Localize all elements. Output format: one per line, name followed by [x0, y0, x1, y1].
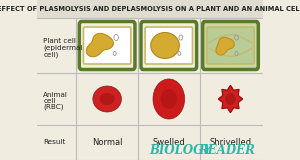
Ellipse shape — [93, 86, 122, 112]
Text: (RBC): (RBC) — [43, 104, 64, 110]
Ellipse shape — [151, 32, 179, 59]
Text: BIOLOGY: BIOLOGY — [149, 144, 211, 156]
FancyBboxPatch shape — [141, 21, 196, 69]
Ellipse shape — [153, 79, 184, 119]
Ellipse shape — [225, 93, 236, 105]
FancyBboxPatch shape — [83, 27, 131, 64]
Text: EFFECT OF PLASMOLYSIS AND DEPLASMOLYSIS ON A PLANT AND AN ANIMAL CELL: EFFECT OF PLASMOLYSIS AND DEPLASMOLYSIS … — [0, 6, 300, 12]
Text: Plant cell: Plant cell — [43, 37, 76, 44]
Text: cell): cell) — [43, 51, 58, 58]
Ellipse shape — [100, 93, 115, 105]
Text: Result: Result — [43, 140, 66, 145]
Text: Shrivelled: Shrivelled — [209, 138, 251, 147]
Polygon shape — [218, 85, 242, 113]
Text: READER: READER — [198, 144, 255, 156]
FancyBboxPatch shape — [79, 21, 135, 69]
FancyBboxPatch shape — [207, 27, 254, 64]
Polygon shape — [216, 37, 234, 55]
Text: Swelled: Swelled — [152, 138, 185, 147]
Polygon shape — [86, 33, 113, 57]
Text: cell: cell — [43, 98, 56, 104]
Ellipse shape — [160, 89, 177, 109]
Text: Animal: Animal — [43, 92, 68, 98]
FancyBboxPatch shape — [145, 27, 193, 64]
FancyBboxPatch shape — [202, 21, 258, 69]
Text: Normal: Normal — [92, 138, 122, 147]
FancyBboxPatch shape — [37, 0, 263, 18]
Text: (epidermal: (epidermal — [43, 44, 82, 51]
